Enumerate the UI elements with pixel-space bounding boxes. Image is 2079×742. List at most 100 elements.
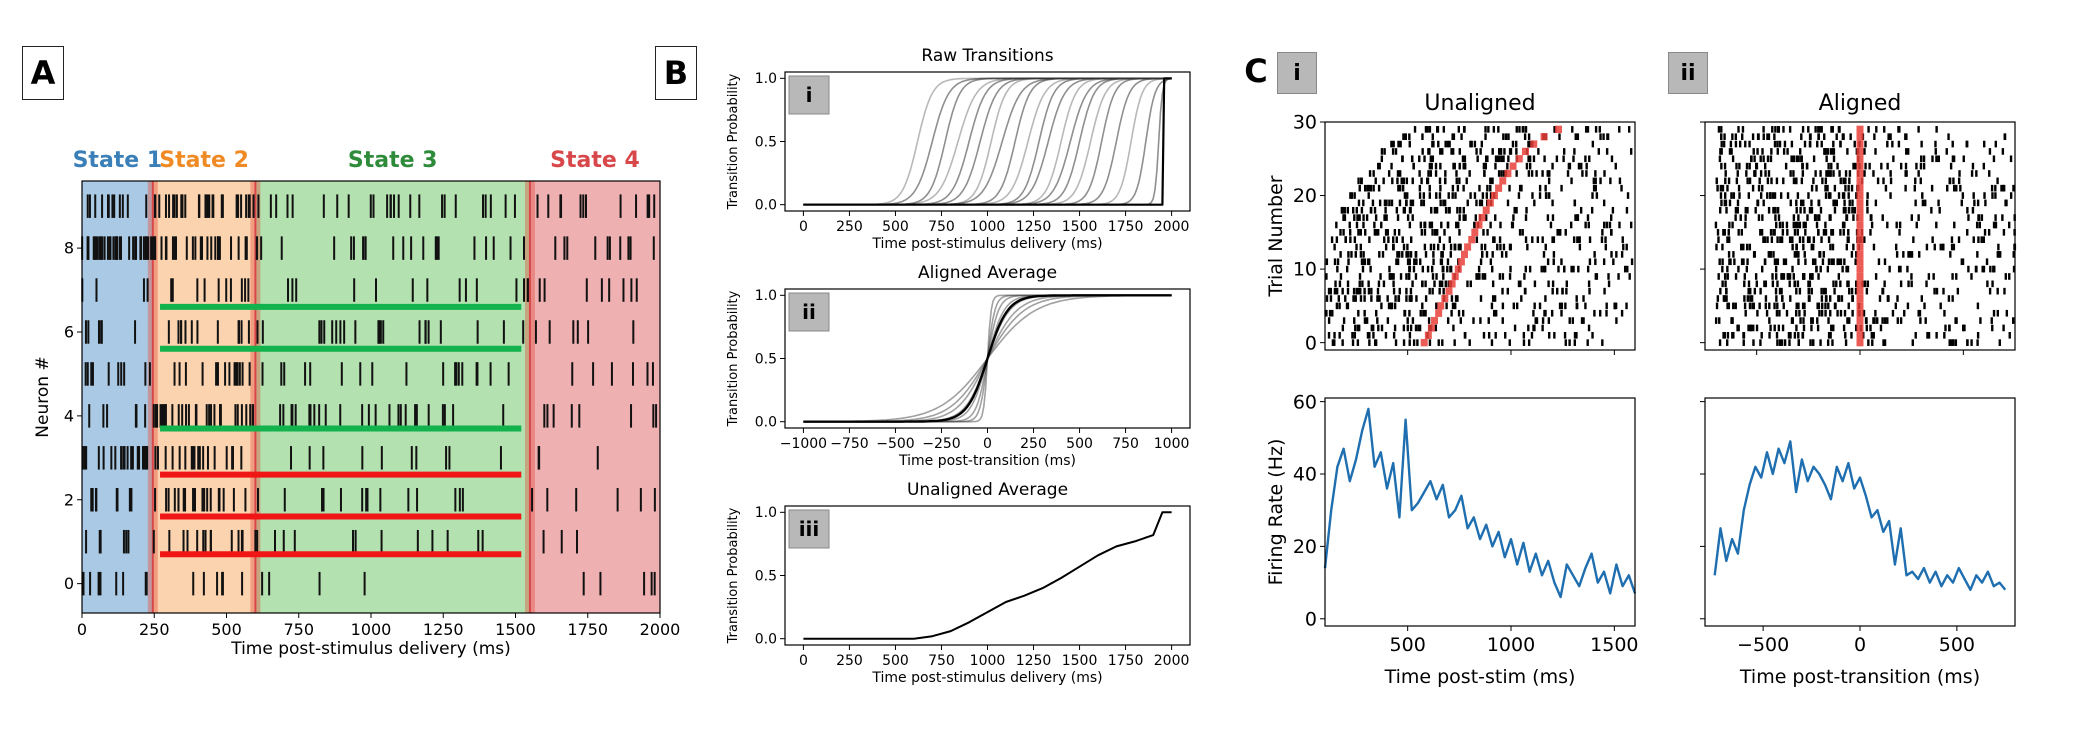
panel-badge-label: i — [806, 83, 813, 107]
y-tick-label: 20 — [1293, 536, 1317, 558]
transition-marker — [1437, 302, 1445, 310]
plot-frame — [784, 505, 1191, 646]
y-tick-label: 30 — [1293, 112, 1317, 134]
transition-marker — [1856, 280, 1864, 288]
x-tick-label: 0 — [983, 436, 992, 452]
transition-marker — [1856, 302, 1864, 310]
y-tick-label: 6 — [64, 323, 74, 342]
transition-marker — [1504, 169, 1512, 178]
y-tick-label: 40 — [1293, 464, 1317, 486]
y-tick-label: 0.0 — [755, 415, 777, 431]
transition-marker — [1457, 258, 1465, 266]
x-tick-label: 1000 — [1487, 634, 1535, 656]
x-axis-label: Time post-stimulus delivery (ms) — [871, 236, 1102, 252]
transition-marker — [1555, 125, 1563, 134]
y-tick-label: 0 — [64, 574, 74, 593]
y-axis-label: Firing Rate (Hz) — [1265, 439, 1287, 586]
transition-marker — [1454, 265, 1462, 273]
transition-marker — [1856, 191, 1864, 200]
transition-marker — [1445, 287, 1453, 295]
transition-marker — [1856, 177, 1864, 185]
x-tick-label: 500 — [882, 653, 909, 669]
plot-frame — [1324, 397, 1636, 627]
x-tick-label: 1500 — [1062, 653, 1098, 669]
transition-marker — [1856, 155, 1864, 163]
y-axis-label: Transition Probability — [726, 73, 741, 210]
transition-marker — [1515, 155, 1523, 163]
y-tick-label: 10 — [1293, 259, 1317, 281]
unaligned-mean-curve — [803, 511, 1172, 640]
x-tick-label: 0 — [1854, 634, 1866, 656]
transition-marker — [1478, 213, 1486, 222]
transition-marker — [1856, 272, 1864, 281]
transition-marker — [1856, 265, 1864, 273]
y-tick-label: 1.0 — [755, 71, 777, 87]
transition-marker — [1540, 133, 1548, 141]
y-tick-label: 20 — [1293, 185, 1317, 207]
transition-marker — [1475, 221, 1483, 229]
y-tick-label: 0.5 — [755, 568, 777, 584]
y-axis-label: Transition Probability — [726, 290, 741, 427]
x-tick-label: 1000 — [1154, 436, 1190, 452]
x-tick-label: −250 — [922, 436, 960, 452]
panel-c-i-rate: 500 1000 1500 0 20 40 60 Time post-stim (ms) Fir… — [1265, 391, 1639, 688]
plot-frame — [1324, 121, 1636, 351]
y-tick-label: 4 — [64, 406, 74, 425]
x-tick-label: 250 — [1020, 436, 1047, 452]
transition-marker — [1420, 338, 1428, 347]
chart-title: Unaligned — [1424, 91, 1535, 116]
x-tick-label: 1000 — [970, 219, 1006, 235]
transition-marker — [1856, 162, 1864, 170]
transition-curve — [803, 77, 1172, 206]
transition-marker — [1856, 184, 1864, 192]
plot-frame — [1704, 397, 2016, 627]
x-tick-label: 2000 — [1154, 653, 1190, 669]
panel-b-ii-chart: ii −1000 −750 −500 −250 0 250 500 750 1000 0.0 0.5 1… — [726, 263, 1191, 469]
transition-marker — [1431, 316, 1439, 325]
transition-marker — [1856, 243, 1864, 251]
x-tick-label: 500 — [1939, 634, 1975, 656]
x-tick-label: 1500 — [1590, 634, 1638, 656]
x-tick-label: 500 — [1066, 436, 1093, 452]
y-tick-label: 0 — [1305, 608, 1317, 630]
transition-marker — [1856, 199, 1864, 207]
chart-title: Unaligned Average — [907, 480, 1068, 500]
x-tick-label: 2000 — [640, 620, 681, 639]
transition-marker — [1856, 236, 1864, 244]
panel-badge — [788, 292, 830, 332]
transition-marker — [1490, 191, 1498, 200]
y-tick-label: 60 — [1293, 391, 1317, 413]
firing-rate-trace — [1713, 440, 2007, 591]
transition-marker — [1499, 177, 1507, 185]
x-tick-label: 250 — [836, 219, 863, 235]
panel-label-a: A — [22, 46, 64, 100]
x-tick-label: 0 — [77, 620, 87, 639]
x-tick-label: 500 — [882, 219, 909, 235]
transition-marker — [1427, 324, 1435, 332]
x-tick-label: 1750 — [1108, 219, 1144, 235]
x-tick-label: −500 — [876, 436, 914, 452]
x-tick-label: 1250 — [1016, 653, 1052, 669]
transition-marker — [1856, 133, 1864, 141]
chart-title: Raw Transitions — [921, 46, 1053, 66]
x-axis-label: Time post-stim (ms) — [1384, 666, 1576, 688]
transition-marker — [1856, 294, 1864, 303]
y-axis-label: Neuron # — [33, 356, 53, 437]
state-label: State 4 — [550, 148, 640, 173]
panel-c-ii-rate: −500 0 500 Time post-transition (ms) — [1700, 397, 2016, 688]
y-tick-label: 0.5 — [755, 134, 777, 150]
transition-marker — [1856, 228, 1864, 236]
x-tick-label: 1500 — [1062, 219, 1098, 235]
x-tick-label: 0 — [799, 653, 808, 669]
x-tick-label: −750 — [830, 436, 868, 452]
transition-marker — [1424, 331, 1432, 339]
transition-marker — [1464, 243, 1472, 251]
transition-marker — [1482, 206, 1490, 214]
y-tick-label: 2 — [64, 490, 74, 509]
transition-marker — [1486, 199, 1494, 207]
panel-b-i-chart: i 0 250 500 750 1000 1250 1500 1750 2000 0.0 0.5 1.0… — [726, 46, 1191, 252]
panel-badge-label: ii — [802, 300, 816, 324]
y-tick-label: 0.5 — [755, 351, 777, 367]
transition-marker — [1856, 169, 1864, 178]
